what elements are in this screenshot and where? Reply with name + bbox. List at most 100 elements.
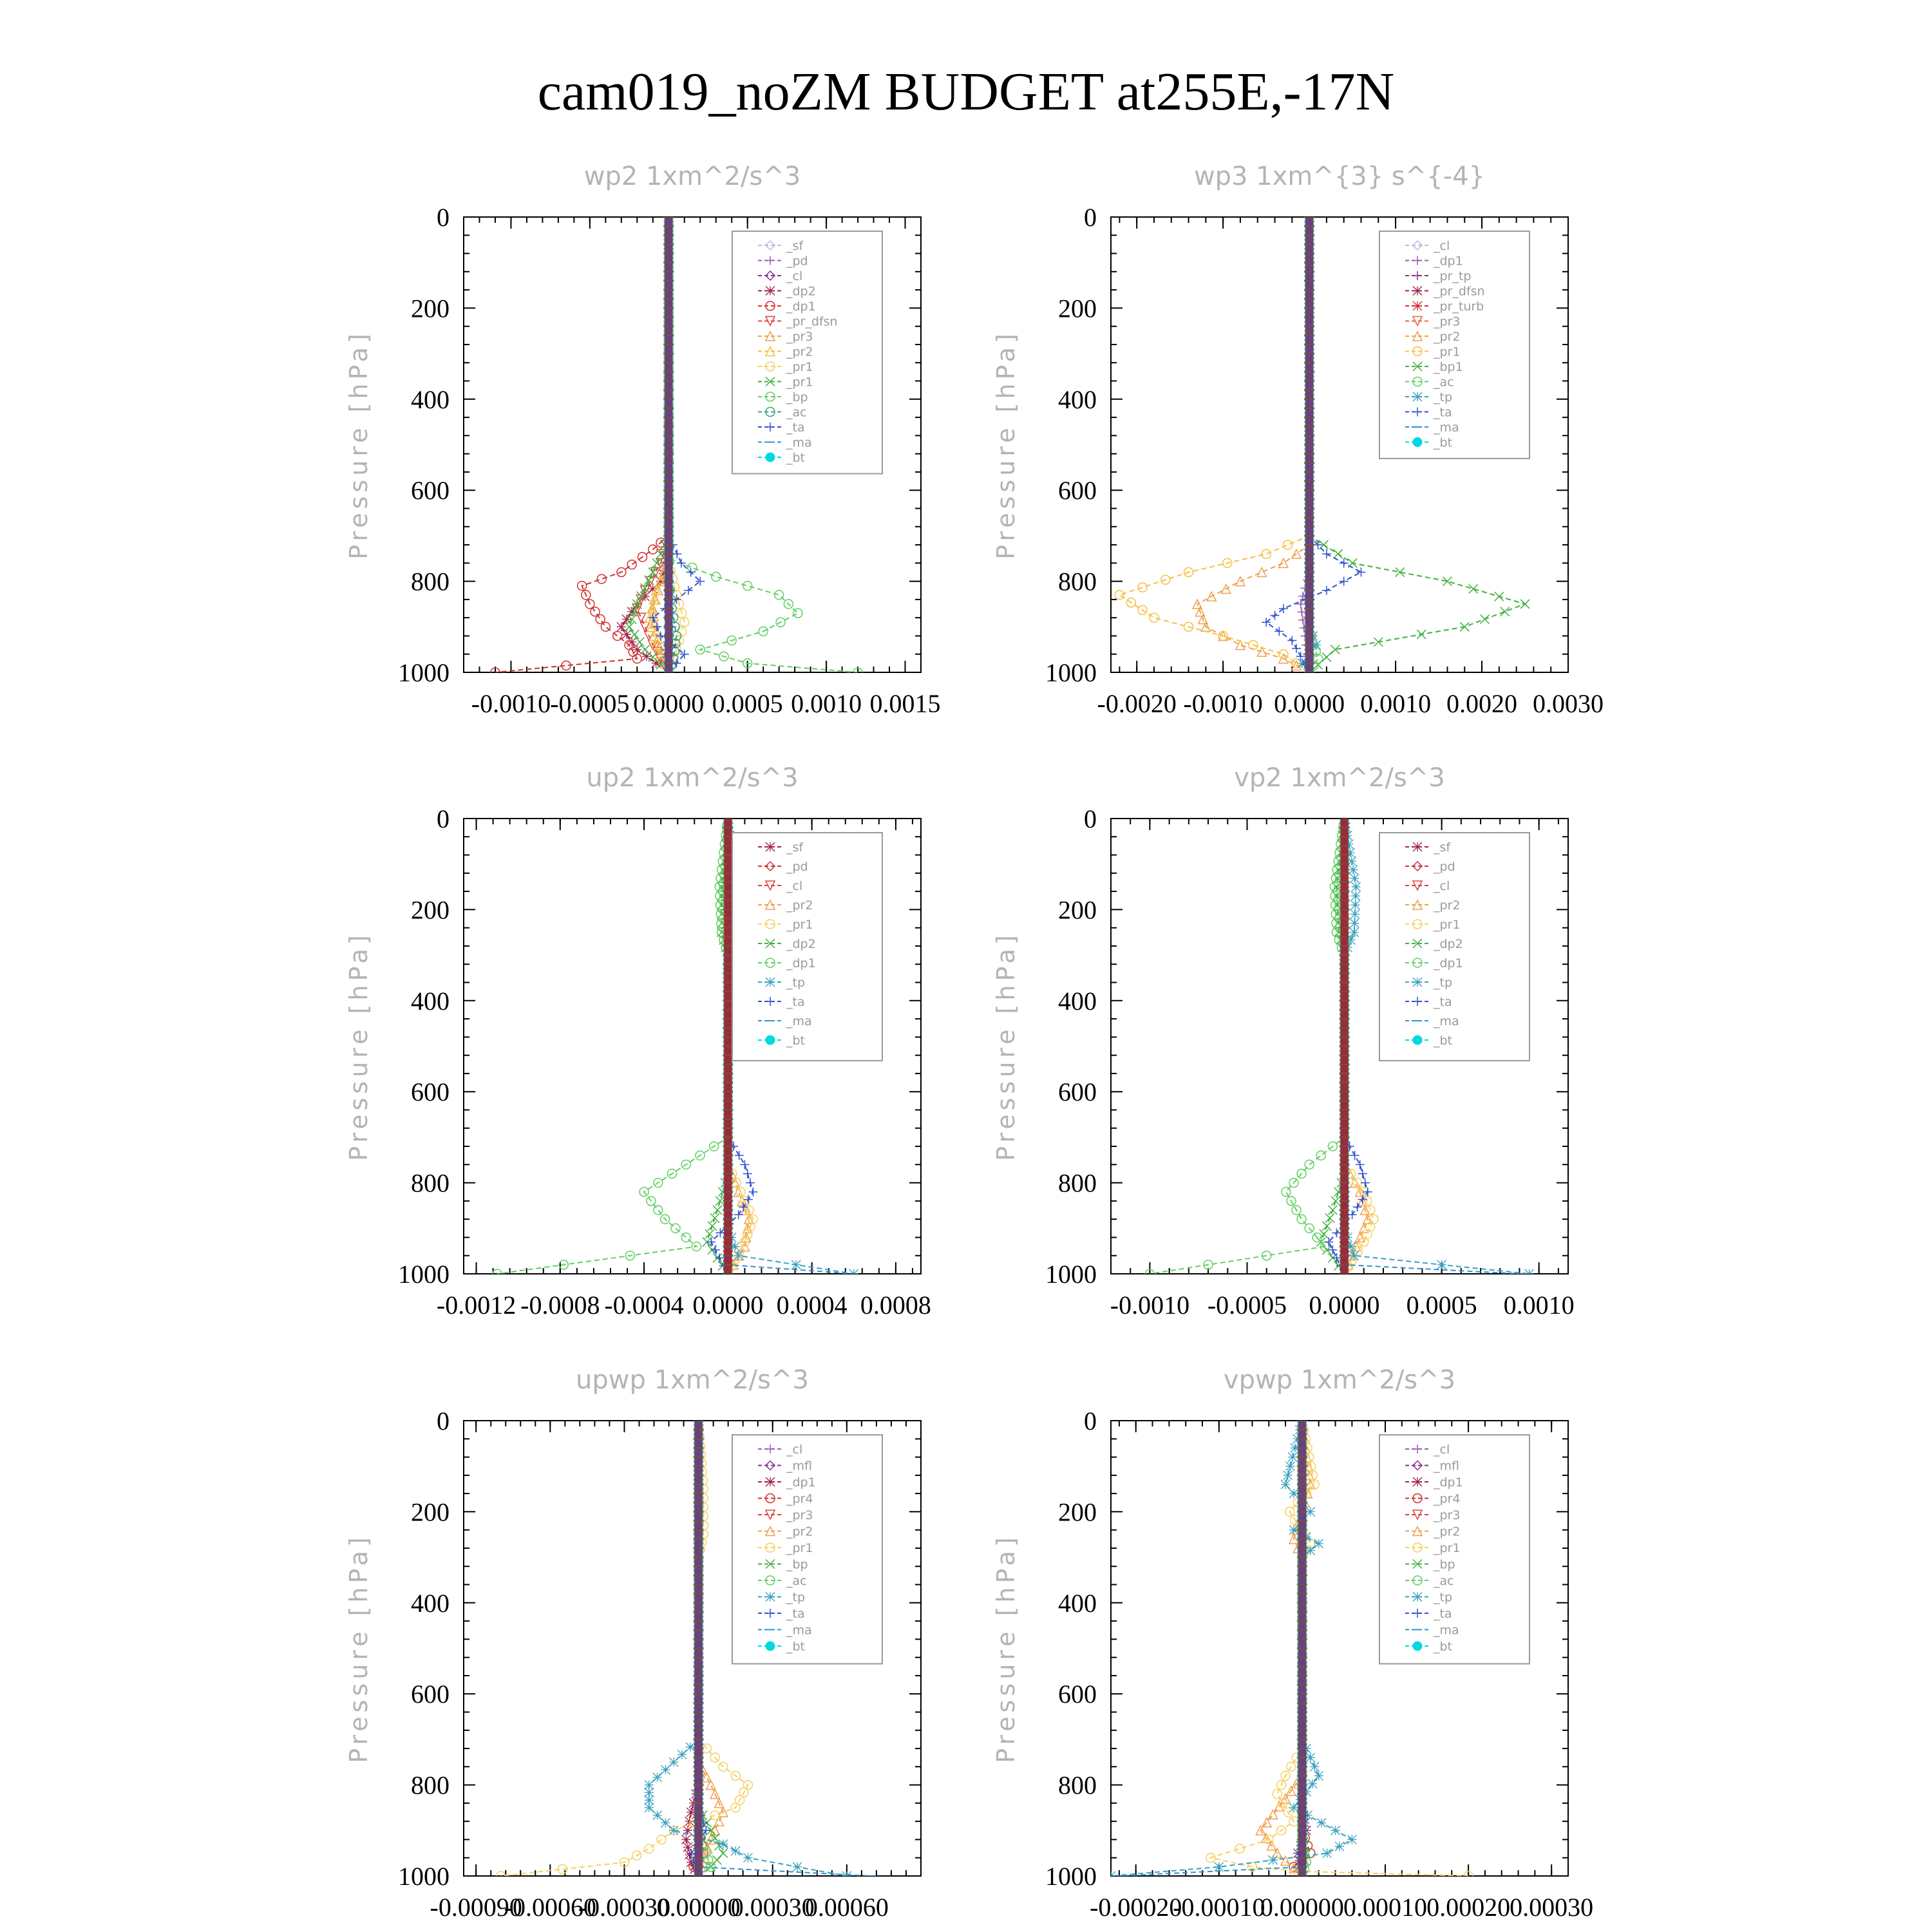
data-point bbox=[1395, 567, 1405, 577]
data-point bbox=[676, 608, 687, 618]
legend-entry: _pr2 bbox=[1433, 898, 1460, 913]
data-point bbox=[595, 614, 605, 625]
x-tick-label: 0.0000 bbox=[1309, 1291, 1380, 1320]
y-tick-label: 200 bbox=[411, 294, 450, 323]
y-axis-label: Pressure [hPa] bbox=[345, 931, 373, 1161]
y-tick-label: 800 bbox=[411, 1169, 450, 1198]
series-line-pr1 bbox=[500, 1421, 749, 1876]
data-point bbox=[627, 637, 637, 647]
data-point bbox=[709, 1824, 721, 1836]
legend-entry: _pr1 bbox=[786, 1541, 813, 1555]
legend-marker bbox=[766, 422, 775, 431]
data-point bbox=[710, 1245, 720, 1255]
data-point bbox=[709, 1788, 721, 1799]
series-group bbox=[1114, 217, 1530, 672]
panel-5: upwp 1xm^2/s^3 Pressure [hPa] 0 200 400 600 80… bbox=[345, 1365, 922, 1922]
legend-marker bbox=[1412, 330, 1423, 341]
y-tick-label: 200 bbox=[411, 895, 450, 924]
series-group bbox=[492, 819, 859, 1274]
legend-marker bbox=[765, 1542, 775, 1553]
data-point bbox=[683, 1842, 693, 1852]
y-tick-label: 800 bbox=[1058, 1169, 1097, 1198]
legend-marker bbox=[764, 316, 776, 327]
data-point bbox=[648, 567, 658, 577]
data-point bbox=[612, 630, 623, 641]
data-point bbox=[1126, 597, 1137, 608]
data-point bbox=[1332, 1253, 1341, 1263]
data-point bbox=[1222, 558, 1233, 569]
legend-marker bbox=[764, 270, 776, 281]
data-point bbox=[648, 613, 658, 623]
data-point bbox=[627, 559, 637, 570]
y-tick-label: 1000 bbox=[398, 1862, 450, 1891]
x-tick-label: 0.00000 bbox=[1260, 1893, 1344, 1922]
data-point bbox=[1292, 643, 1302, 653]
legend-entry: _dp2 bbox=[786, 937, 816, 951]
x-tick-label: -0.0012 bbox=[437, 1291, 516, 1320]
data-point bbox=[1285, 1785, 1296, 1796]
data-point bbox=[1321, 652, 1332, 662]
y-tick-label: 800 bbox=[411, 1771, 450, 1800]
figure-title: cam019_noZM BUDGET at255E,-17N bbox=[538, 62, 1395, 122]
x-tick-label: -0.00060 bbox=[504, 1893, 596, 1922]
legend-entry: _pr1 bbox=[1433, 918, 1460, 932]
data-point bbox=[640, 645, 650, 655]
legend-marker bbox=[1412, 346, 1423, 357]
data-point bbox=[679, 617, 690, 627]
legend-entry: _ac bbox=[1433, 375, 1454, 390]
data-point bbox=[726, 635, 737, 646]
data-point bbox=[783, 599, 794, 609]
data-point bbox=[1296, 1168, 1307, 1179]
y-tick-label: 800 bbox=[1058, 567, 1097, 596]
y-tick-label: 200 bbox=[411, 1497, 450, 1526]
legend-entry: _cl bbox=[1433, 239, 1450, 253]
legend-marker bbox=[1412, 958, 1423, 968]
legend-entry: _ta bbox=[786, 995, 805, 1009]
data-point bbox=[652, 622, 661, 632]
data-point bbox=[1256, 646, 1267, 657]
legend-marker bbox=[764, 1460, 776, 1471]
legend-marker bbox=[1412, 860, 1423, 872]
data-point bbox=[743, 1195, 753, 1204]
data-point bbox=[557, 1864, 568, 1875]
legend-entry: _pr2 bbox=[786, 898, 813, 913]
series-line-pr3 bbox=[652, 217, 670, 672]
legend-marker bbox=[1412, 392, 1423, 402]
data-point bbox=[734, 1795, 745, 1805]
y-tick-label: 600 bbox=[1058, 1077, 1097, 1106]
data-point bbox=[1319, 1229, 1329, 1239]
legend-marker bbox=[764, 1510, 776, 1520]
y-axis-label: Pressure [hPa] bbox=[992, 1533, 1020, 1763]
legend-marker bbox=[765, 286, 775, 296]
data-point bbox=[658, 569, 668, 579]
data-point bbox=[710, 1810, 720, 1821]
data-point bbox=[734, 1151, 744, 1160]
data-point bbox=[1255, 1824, 1266, 1836]
legend-marker bbox=[1412, 880, 1423, 891]
data-point bbox=[1304, 1159, 1314, 1170]
legend-marker bbox=[764, 240, 776, 251]
data-point bbox=[1349, 873, 1359, 884]
data-point bbox=[1437, 1260, 1447, 1270]
x-tick-label: 0.0020 bbox=[1446, 689, 1517, 718]
data-point bbox=[1144, 1269, 1155, 1274]
data-point bbox=[1345, 848, 1356, 858]
data-point bbox=[1346, 1242, 1356, 1252]
data-point bbox=[616, 621, 627, 632]
data-point bbox=[1357, 1195, 1368, 1206]
legend-entry: _pr3 bbox=[786, 330, 813, 344]
data-point bbox=[718, 1761, 728, 1772]
series-line-dp2 bbox=[620, 217, 670, 672]
data-point bbox=[1316, 1150, 1327, 1160]
x-tick-label: 0.00010 bbox=[1343, 1893, 1427, 1922]
x-tick-label: -0.0004 bbox=[604, 1291, 683, 1320]
legend-marker bbox=[765, 938, 775, 949]
legend-entry: _tp bbox=[786, 976, 805, 990]
plot-frame bbox=[463, 818, 922, 1274]
x-tick-label: -0.00010 bbox=[1173, 1893, 1265, 1922]
data-point bbox=[1325, 1213, 1335, 1223]
data-point bbox=[1339, 576, 1349, 586]
data-point bbox=[1195, 606, 1206, 617]
x-tick-label: -0.0008 bbox=[520, 1291, 600, 1320]
